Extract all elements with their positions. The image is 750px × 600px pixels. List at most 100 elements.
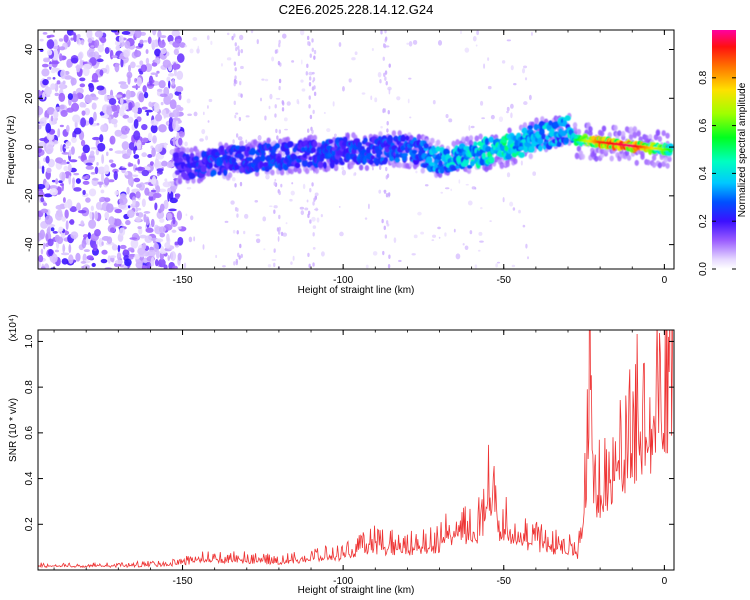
- noise-blob: [58, 226, 64, 232]
- ridge-halo: [651, 154, 657, 161]
- ridge-blob: [357, 141, 363, 148]
- noise-blob: [150, 218, 155, 228]
- noise-blob: [143, 91, 149, 99]
- noise-blob: [147, 36, 152, 44]
- ridge-halo: [189, 147, 194, 154]
- noise-blob: [364, 217, 368, 220]
- ridge-halo: [507, 127, 512, 134]
- noise-blob: [177, 236, 184, 246]
- noise-blob: [90, 205, 94, 211]
- noise-blob: [387, 86, 392, 91]
- noise-blob: [103, 197, 111, 203]
- noise-blob: [70, 231, 79, 239]
- noise-blob: [479, 100, 484, 106]
- noise-blob: [58, 38, 64, 42]
- noise-blob: [44, 215, 53, 225]
- noise-blob: [177, 226, 182, 230]
- noise-blob: [506, 110, 509, 114]
- ridge-halo: [277, 138, 283, 145]
- noise-blob: [129, 237, 138, 240]
- noise-blob: [73, 33, 78, 43]
- noise-blob: [126, 148, 132, 157]
- noise-blob: [92, 51, 100, 59]
- ridge-halo: [576, 128, 582, 135]
- noise-blob: [388, 63, 391, 68]
- ridge-blob: [387, 134, 393, 143]
- noise-blob: [62, 243, 66, 254]
- noise-blob: [271, 259, 277, 261]
- noise-blob: [313, 49, 317, 55]
- ridge-blob: [246, 146, 251, 152]
- noise-blob: [134, 30, 142, 39]
- ridge-blob: [342, 136, 348, 143]
- noise-blob: [94, 211, 99, 221]
- noise-blob: [86, 30, 93, 39]
- noise-blob: [234, 67, 237, 72]
- ridge-blob: [239, 145, 247, 152]
- noise-blob: [145, 227, 154, 233]
- noise-blob: [271, 56, 275, 62]
- noise-blob: [277, 60, 281, 66]
- noise-blob: [118, 167, 127, 171]
- noise-blob: [114, 129, 123, 137]
- colorbar-tick-label: 0.0: [698, 262, 709, 276]
- ridge-blob: [428, 161, 435, 167]
- noise-blob: [77, 52, 83, 61]
- noise-blob: [383, 43, 387, 49]
- noise-blob: [151, 39, 156, 50]
- noise-blob: [387, 110, 390, 115]
- ridge-halo: [599, 148, 605, 155]
- noise-blob: [137, 226, 142, 230]
- noise-blob: [90, 96, 99, 100]
- noise-blob: [127, 205, 131, 209]
- noise-blob: [124, 40, 131, 49]
- noise-blob: [510, 103, 514, 109]
- ridge-blob: [189, 152, 195, 158]
- noise-blob: [145, 49, 149, 54]
- noise-blob: [307, 128, 310, 133]
- noise-blob: [152, 30, 157, 36]
- noise-blob: [156, 168, 164, 172]
- noise-blob: [527, 256, 529, 260]
- noise-blob: [164, 242, 171, 249]
- noise-blob: [278, 43, 281, 48]
- ridge-blob: [323, 161, 328, 169]
- noise-blob: [278, 85, 281, 91]
- noise-blob: [114, 259, 124, 265]
- noise-blob: [278, 230, 281, 235]
- ridge-halo: [609, 155, 614, 162]
- noise-blob: [103, 177, 110, 186]
- ridge-halo: [312, 134, 318, 141]
- ridge-blob: [405, 135, 410, 141]
- ridge-blob: [246, 156, 254, 162]
- noise-blob: [135, 216, 142, 222]
- noise-blob: [166, 212, 173, 221]
- noise-blob: [531, 31, 533, 36]
- noise-blob: [63, 34, 69, 43]
- noise-blob: [231, 35, 234, 41]
- noise-blob: [175, 38, 182, 43]
- ridge-blob: [518, 146, 526, 151]
- noise-blob: [46, 107, 55, 115]
- noise-blob: [148, 75, 154, 86]
- noise-blob: [85, 197, 91, 203]
- ridge-halo: [534, 118, 539, 125]
- noise-blob: [143, 211, 151, 214]
- noise-blob: [385, 220, 389, 225]
- noise-blob: [168, 80, 171, 89]
- noise-blob: [339, 231, 344, 237]
- noise-blob: [134, 253, 141, 260]
- noise-blob: [110, 163, 117, 168]
- colorbar-gradient: [712, 30, 736, 269]
- noise-blob: [417, 211, 422, 216]
- spectrogram-y-label: Frequency (Hz): [6, 116, 17, 185]
- noise-blob: [159, 232, 166, 238]
- noise-blob: [168, 93, 174, 99]
- ridge-blob: [363, 137, 368, 144]
- noise-blob: [141, 169, 150, 177]
- noise-blob: [82, 63, 92, 70]
- noise-blob: [61, 252, 70, 256]
- noise-blob: [232, 229, 236, 234]
- noise-blob: [80, 117, 87, 128]
- noise-blob: [172, 41, 181, 48]
